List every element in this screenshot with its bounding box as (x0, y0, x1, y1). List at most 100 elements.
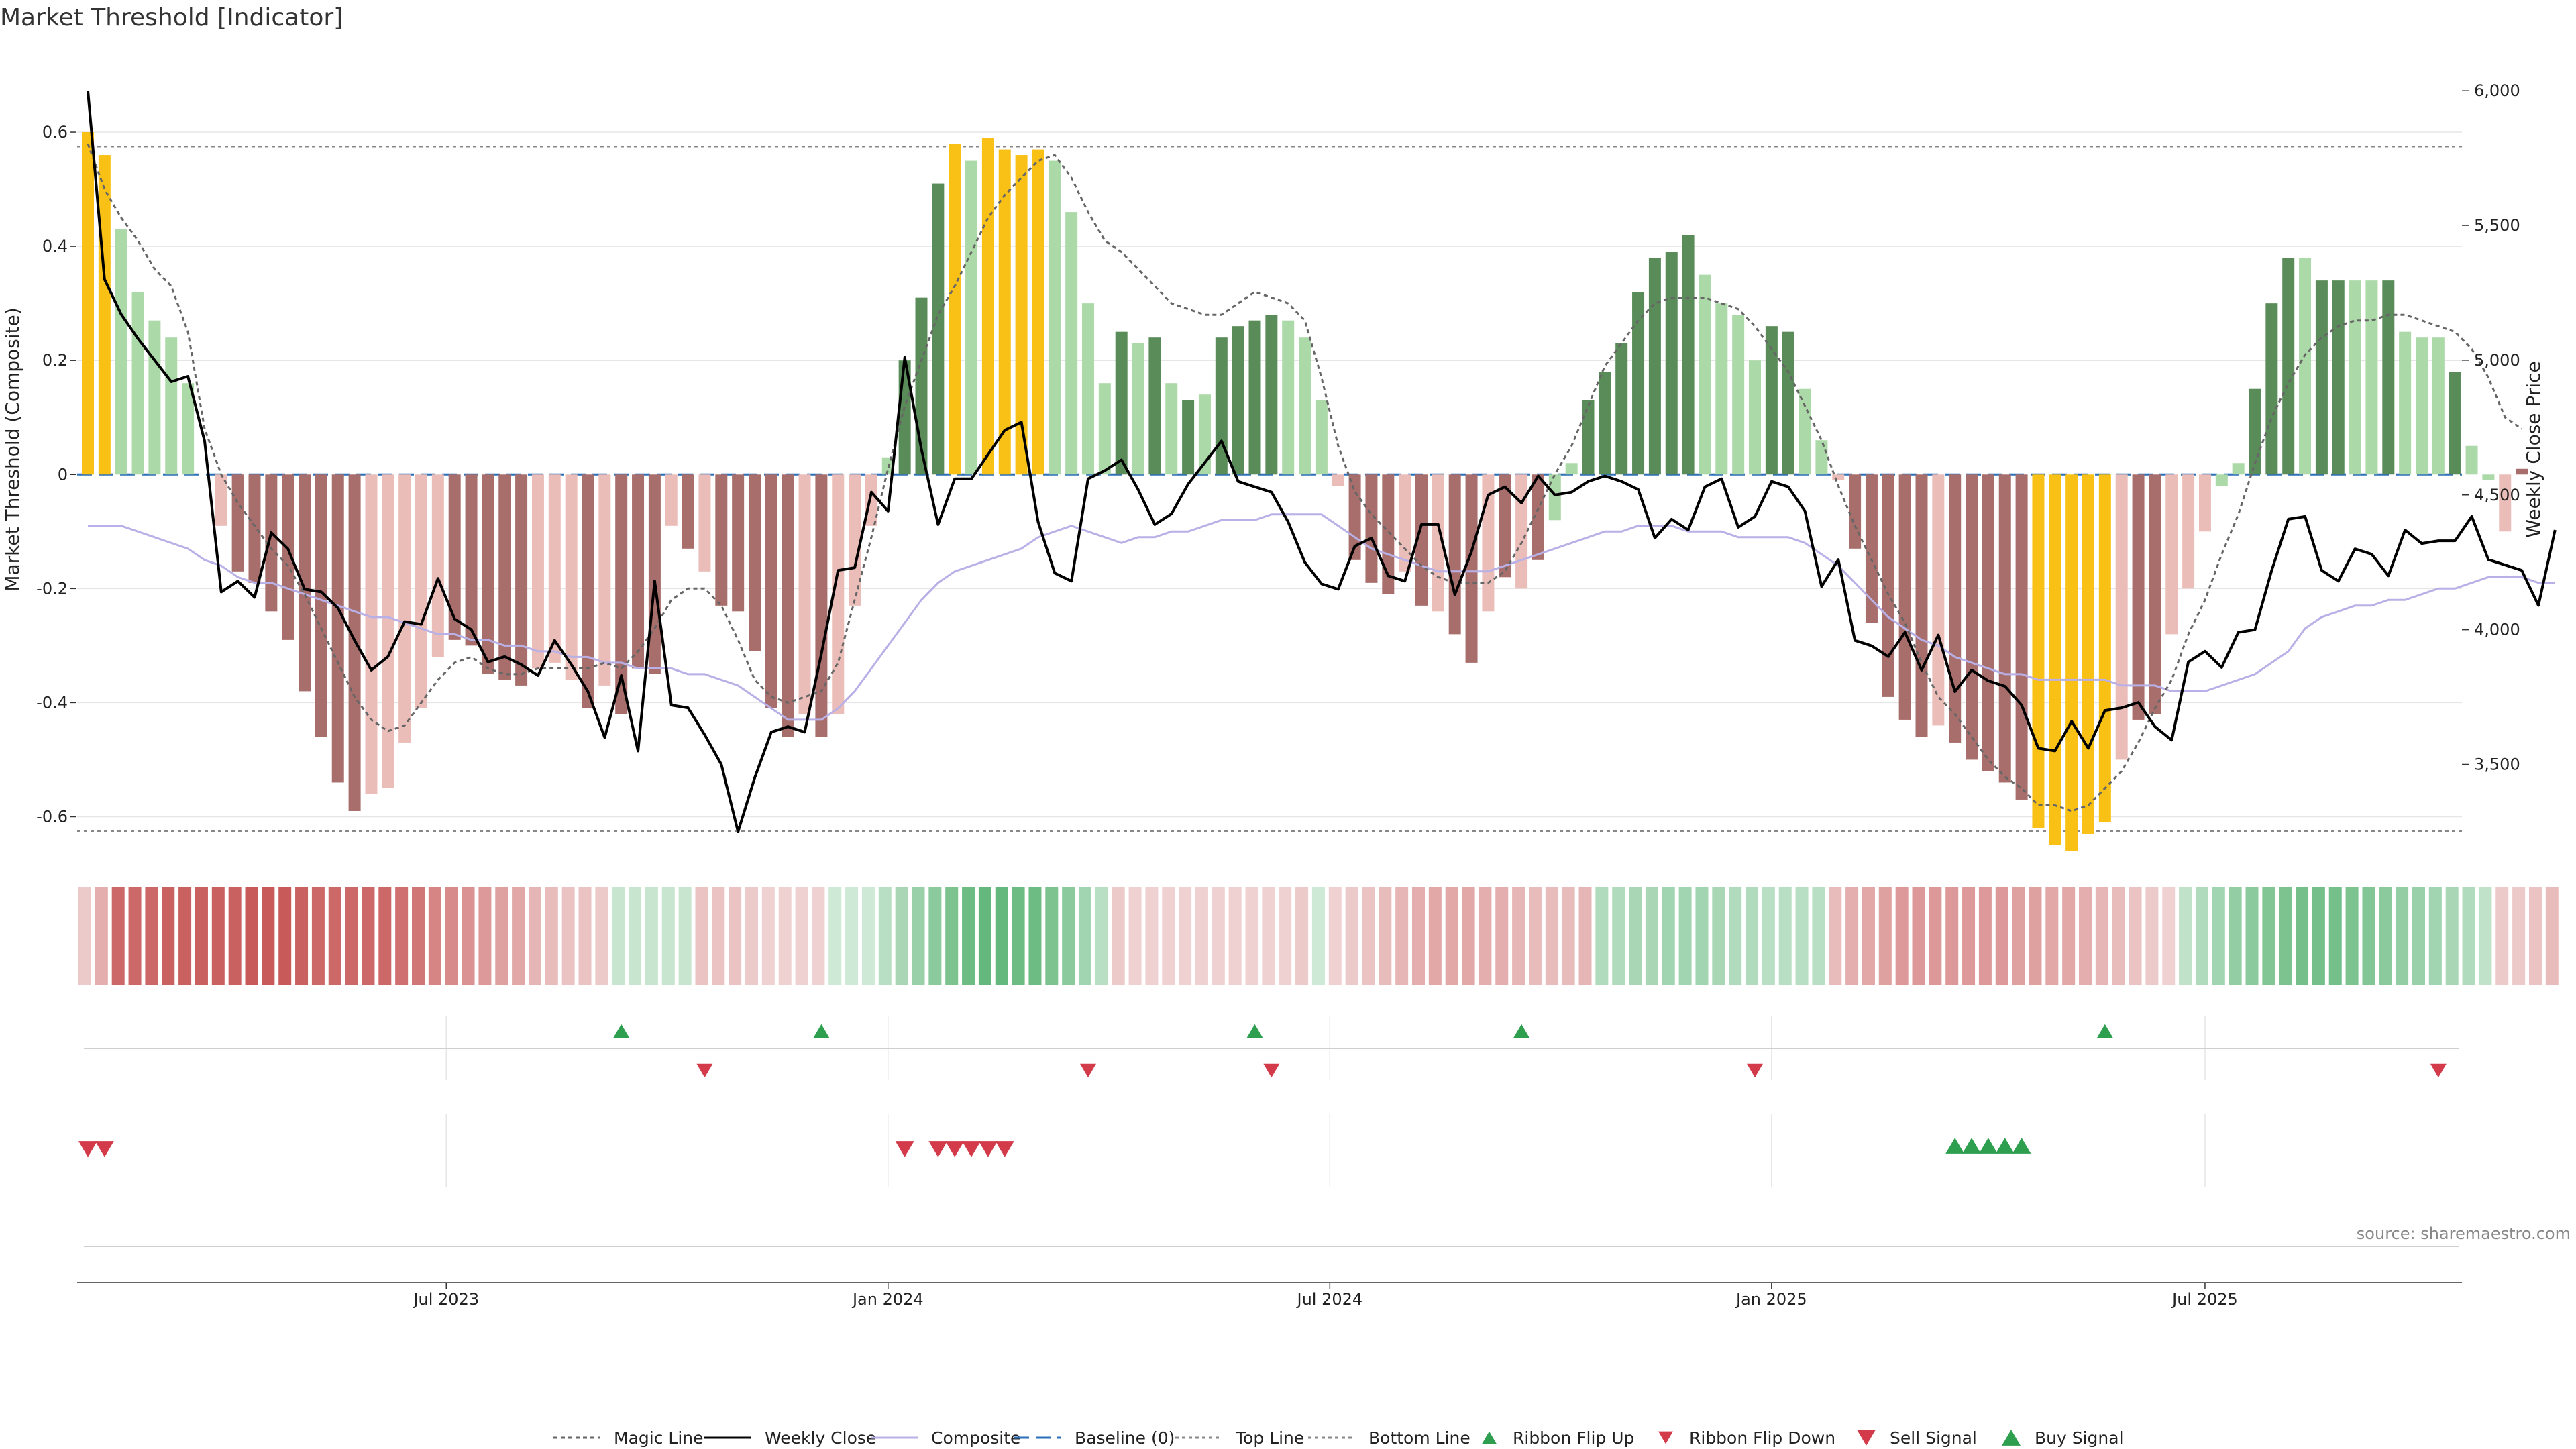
composite-bar (1782, 331, 1794, 475)
composite-bar (1182, 400, 1195, 475)
composite-bar (732, 474, 745, 612)
composite-bar (2015, 474, 2028, 800)
ribbon-flip-up-marker (1246, 1024, 1263, 1038)
ribbon-cell (428, 887, 441, 985)
ribbon-cell (78, 887, 91, 985)
composite-bar (1198, 394, 1211, 475)
legend-label: Ribbon Flip Down (1689, 1428, 1835, 1448)
series-lines (87, 91, 2557, 833)
composite-bar (2132, 474, 2145, 720)
ribbon-cell (528, 887, 541, 985)
left-tick-label: 0.2 (42, 351, 68, 370)
composite-bar (782, 474, 794, 737)
composite-bar (1849, 474, 1862, 549)
composite-bar (2299, 258, 2312, 475)
left-tick-label: -0.6 (36, 807, 68, 826)
chart-title: Market Threshold [Indicator] (0, 4, 343, 32)
composite-bar (1382, 474, 1395, 594)
ribbon-cell (678, 887, 692, 985)
ribbon-cell (695, 887, 708, 985)
ribbon-cell (712, 887, 725, 985)
sell-signal-marker (78, 1141, 97, 1157)
ribbon-cell (145, 887, 158, 985)
legend: Magic Line Weekly Close Composite Baseline … (553, 1428, 2124, 1448)
ribbon-cell (845, 887, 859, 985)
ribbon-cell (1345, 887, 1358, 985)
composite-bar (615, 474, 628, 714)
right-tick-label: 6,000 (2474, 81, 2520, 100)
composite-bar (715, 474, 728, 606)
composite-bar (1865, 474, 1878, 623)
ribbon-cell (2412, 887, 2425, 985)
composite-bar (2182, 474, 2195, 589)
composite-bar (1982, 474, 1994, 771)
composite-bar (1699, 274, 1711, 475)
ribbon-flip-up-marker (2096, 1024, 2113, 1038)
composite-bar (1065, 212, 1078, 475)
left-tick-label: -0.4 (36, 693, 68, 712)
composite-bar (115, 229, 127, 475)
composite-bar (2098, 474, 2111, 822)
ribbon-cell (512, 887, 525, 985)
composite-bar (2416, 337, 2428, 475)
composite-bar (1265, 315, 1278, 475)
ribbon-cell (395, 887, 409, 985)
ribbon-cell (1995, 887, 2008, 985)
composite-bar (382, 474, 394, 788)
ribbon-cell (2129, 887, 2142, 985)
ribbon-cell (1479, 887, 1492, 985)
composite-bar (398, 474, 411, 743)
ribbon-cell (278, 887, 292, 985)
composite-bar (2482, 474, 2495, 480)
legend-label: Magic Line (614, 1428, 704, 1448)
ribbon-cell (345, 887, 358, 985)
x-tick-label: Jan 2024 (851, 1290, 924, 1309)
ribbon-cell (795, 887, 808, 985)
buy-signal-marker (1962, 1138, 1982, 1154)
ribbon-cell (1362, 887, 1375, 985)
composite-bar (2282, 258, 2295, 475)
buy-signal-marker (2012, 1138, 2031, 1154)
composite-bar (865, 474, 877, 526)
sell-signal-marker (978, 1141, 998, 1157)
composite-bar (1915, 474, 1928, 737)
ribbon-cell (2262, 887, 2275, 985)
ribbon-cell (2328, 887, 2342, 985)
ribbon-cell (2079, 887, 2092, 985)
ribbon-cell (111, 887, 125, 985)
composite-bar (1399, 474, 1411, 572)
ribbon-cell (545, 887, 558, 985)
ribbon-cell (295, 887, 309, 985)
composite-bar (832, 474, 845, 714)
ribbon-cell (995, 887, 1008, 985)
ribbon-cell (2012, 887, 2025, 985)
composite-bar (1898, 474, 1911, 720)
legend-label: Bottom Line (1368, 1428, 1470, 1448)
ribbon-cell (945, 887, 959, 985)
ribbon-cell (1212, 887, 1225, 985)
ribbon-cell (495, 887, 508, 985)
composite-bar (1582, 400, 1595, 475)
ribbon-cell (2296, 887, 2309, 985)
composite-bar (1465, 474, 1478, 663)
ribbon-flip-down-marker (1263, 1063, 1280, 1078)
ribbon-cell (362, 887, 375, 985)
ribbon-cell (195, 887, 208, 985)
composite-bar (1232, 326, 1244, 475)
ribbon-cell (2179, 887, 2192, 985)
left-tick-label: 0 (58, 465, 68, 484)
composite-bar (765, 474, 777, 708)
ribbon-cell (1845, 887, 1859, 985)
ribbon-cell (1062, 887, 1075, 985)
composite-bar (565, 474, 578, 680)
ribbon-cell (1629, 887, 1642, 985)
ribbon-cell (2428, 887, 2442, 985)
ribbon-cell (1612, 887, 1625, 985)
composite-bar (632, 474, 645, 669)
legend-label: Top Line (1235, 1428, 1304, 1448)
composite-bar (1315, 400, 1328, 475)
ribbon-cell (2462, 887, 2475, 985)
composite-bar (248, 474, 261, 583)
ribbon-cell (1878, 887, 1892, 985)
ribbon-cell (645, 887, 658, 985)
